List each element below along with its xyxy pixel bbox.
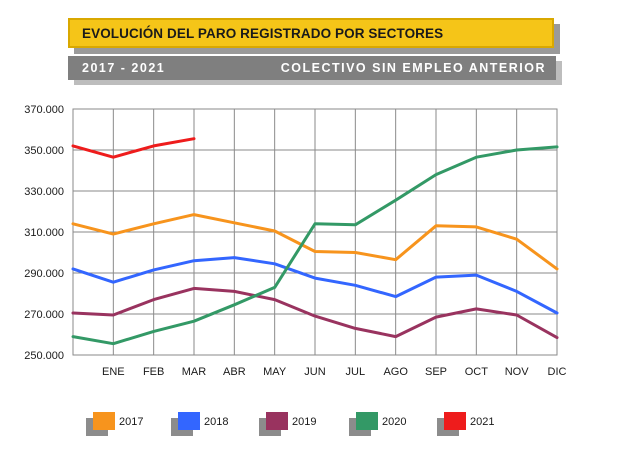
x-tick-label: JUL (346, 366, 366, 378)
line-chart: 370.000 350.000 330.000 310.000 290.000 270.0… (0, 0, 620, 468)
y-tick-label: 330.000 (24, 186, 64, 198)
x-axis-ticks: ENE FEB MAR ABR MAY JUN JUL AGO SEP OCT NOV DIC (102, 366, 567, 378)
x-tick-label: NOV (505, 366, 530, 378)
x-tick-label: ENE (102, 366, 125, 378)
x-tick-label: MAY (263, 366, 287, 378)
x-tick-label: FEB (143, 366, 164, 378)
y-tick-label: 350.000 (24, 145, 64, 157)
x-tick-label: ABR (223, 366, 246, 378)
grid-lines (73, 109, 557, 355)
x-tick-label: AGO (383, 366, 408, 378)
y-tick-label: 270.000 (24, 309, 64, 321)
y-axis-ticks: 370.000 350.000 330.000 310.000 290.000 270.0… (24, 104, 64, 362)
x-tick-label: DIC (548, 366, 567, 378)
x-tick-label: SEP (425, 366, 447, 378)
x-tick-label: JUN (304, 366, 325, 378)
y-tick-label: 290.000 (24, 268, 64, 280)
x-tick-label: OCT (465, 366, 489, 378)
x-tick-label: MAR (182, 366, 207, 378)
series-line-2021 (73, 139, 194, 158)
y-tick-label: 310.000 (24, 227, 64, 239)
y-tick-label: 250.000 (24, 350, 64, 362)
y-tick-label: 370.000 (24, 104, 64, 116)
